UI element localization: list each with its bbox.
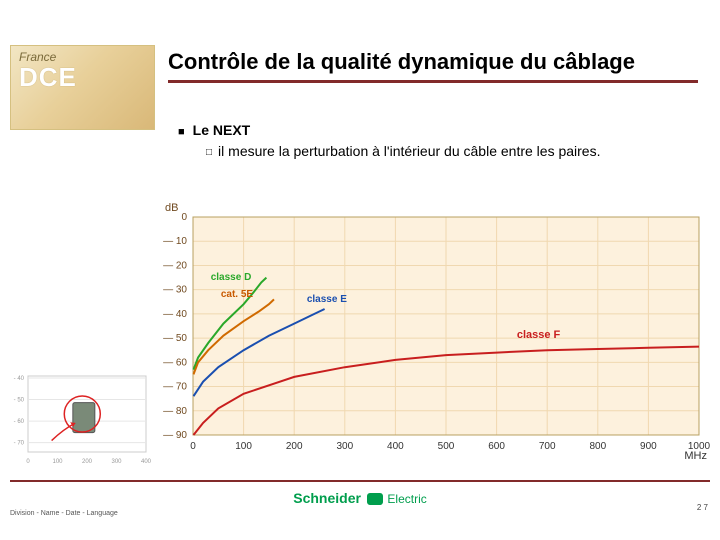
svg-text:classe D: classe D — [211, 272, 252, 283]
svg-text:600: 600 — [488, 441, 505, 452]
svg-text:400: 400 — [141, 459, 152, 465]
footer-page-number: 2 7 — [697, 504, 708, 512]
svg-text:— 20: — 20 — [163, 260, 187, 271]
svg-text:0: 0 — [190, 441, 196, 452]
svg-text:MHz: MHz — [684, 450, 707, 462]
svg-text:300: 300 — [111, 459, 122, 465]
svg-text:500: 500 — [438, 441, 455, 452]
bullet-level-2: il mesure la perturbation à l'intérieur … — [206, 142, 698, 161]
mini-chart-svg: - 40 - 50 - 60 - 70 0 100 200 300 400 — [0, 370, 152, 466]
svg-text:classe F: classe F — [517, 329, 561, 341]
brand-icon — [367, 493, 383, 505]
svg-text:cat. 5E: cat. 5E — [221, 289, 254, 300]
slide-root: France DCE Contrôle de la qualité dynami… — [0, 0, 720, 540]
svg-text:- 50: - 50 — [14, 398, 25, 404]
svg-text:classe E: classe E — [307, 294, 347, 305]
svg-text:- 70: - 70 — [14, 441, 25, 447]
brand-name-2: Electric — [387, 492, 426, 506]
svg-text:800: 800 — [589, 441, 606, 452]
logo-text-main: DCE — [19, 62, 77, 93]
svg-text:- 60: - 60 — [14, 419, 25, 425]
svg-text:900: 900 — [640, 441, 657, 452]
svg-text:— 10: — 10 — [163, 236, 187, 247]
footer-brand: Schneider Electric — [0, 490, 720, 508]
footer-rule — [10, 480, 710, 482]
mini-chart: - 40 - 50 - 60 - 70 0 100 200 300 400 — [0, 370, 152, 466]
svg-text:300: 300 — [336, 441, 353, 452]
svg-text:— 30: — 30 — [163, 285, 187, 296]
svg-text:— 80: — 80 — [163, 406, 187, 417]
main-chart: 0— 10— 20— 30— 40— 50— 60— 70— 80— 90010… — [145, 195, 713, 463]
brand-name-1: Schneider — [293, 490, 361, 506]
chart-svg: 0— 10— 20— 30— 40— 50— 60— 70— 80— 90010… — [145, 195, 713, 463]
svg-text:0: 0 — [26, 459, 30, 465]
svg-text:200: 200 — [286, 441, 303, 452]
svg-text:— 40: — 40 — [163, 309, 187, 320]
svg-text:200: 200 — [82, 459, 93, 465]
svg-text:700: 700 — [539, 441, 556, 452]
svg-text:- 40: - 40 — [14, 376, 25, 382]
svg-text:dB: dB — [165, 202, 178, 214]
bullet-level-1: Le NEXT — [178, 122, 698, 138]
svg-text:400: 400 — [387, 441, 404, 452]
svg-text:— 50: — 50 — [163, 333, 187, 344]
header-logo: France DCE — [10, 45, 155, 130]
svg-text:— 90: — 90 — [163, 430, 187, 441]
svg-text:100: 100 — [235, 441, 252, 452]
footer-left-text: Division - Name - Date - Language — [10, 510, 118, 517]
svg-text:0: 0 — [181, 212, 187, 223]
svg-text:100: 100 — [52, 459, 63, 465]
svg-text:— 70: — 70 — [163, 382, 187, 393]
slide-title: Contrôle de la qualité dynamique du câbl… — [168, 48, 698, 83]
content-block: Le NEXT il mesure la perturbation à l'in… — [178, 122, 698, 161]
svg-text:— 60: — 60 — [163, 357, 187, 368]
